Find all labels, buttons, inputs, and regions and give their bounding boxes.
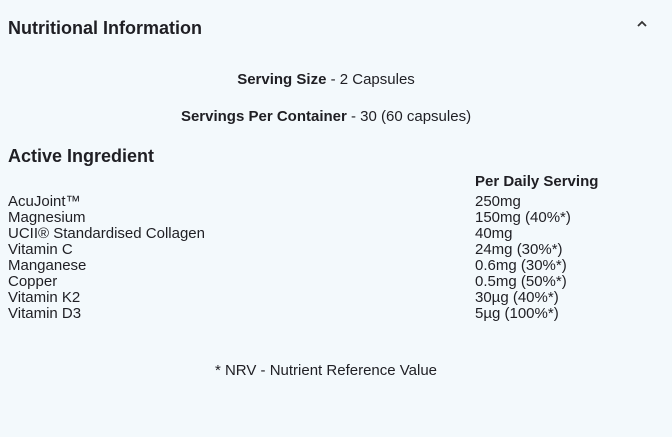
serving-size: Serving Size - 2 Capsules <box>0 71 652 88</box>
ingredient-name: Vitamin C <box>8 241 73 258</box>
ingredient-amount: 24mg (30%*) <box>475 241 563 258</box>
ingredient-amount: 250mg <box>475 193 521 210</box>
servings-per-container: Servings Per Container - 30 (60 capsules… <box>0 108 652 125</box>
ingredient-name: Vitamin D3 <box>8 305 82 322</box>
serving-size-label: Serving Size <box>237 71 327 88</box>
table-row: AcuJoint™ 250mg <box>8 194 571 210</box>
ingredient-name: AcuJoint™ <box>8 193 81 210</box>
ingredient-name: Vitamin K2 <box>8 289 81 306</box>
chevron-up-icon[interactable] <box>636 20 648 28</box>
nrv-footnote: * NRV - Nutrient Reference Value <box>214 362 438 379</box>
ingredient-name: Copper <box>8 273 58 290</box>
table-row: Vitamin C 24mg (30%*) <box>8 242 571 258</box>
servings-per-container-label: Servings Per Container <box>180 108 347 125</box>
ingredient-amount: 0.6mg (30%*) <box>475 257 567 274</box>
ingredient-amount: 0.5mg (50%*) <box>475 273 567 290</box>
table-row: Magnesium 150mg (40%*) <box>8 210 571 226</box>
ingredient-amount: 5µg (100%*) <box>475 305 559 322</box>
serving-size-value: - 2 Capsules <box>330 71 415 88</box>
table-row: Manganese 0.6mg (30%*) <box>8 258 571 274</box>
ingredient-amount: 150mg (40%*) <box>475 209 571 226</box>
table-row: Vitamin D3 5µg (100%*) <box>8 306 571 322</box>
active-ingredient-heading: Active Ingredient <box>8 146 155 166</box>
servings-per-container-value: - 30 (60 capsules) <box>351 108 472 125</box>
ingredient-amount: 40mg <box>475 225 513 242</box>
ingredient-name: Magnesium <box>8 209 86 226</box>
per-daily-serving-header: Per Daily Serving <box>475 173 599 190</box>
table-row: Vitamin K2 30µg (40%*) <box>8 290 571 306</box>
ingredients-table: AcuJoint™ 250mg Magnesium 150mg (40%*) UCII®… <box>8 194 571 322</box>
ingredient-name: UCII® Standardised Collagen <box>8 225 205 242</box>
ingredient-name: Manganese <box>8 257 87 274</box>
table-row: Copper 0.5mg (50%*) <box>8 274 571 290</box>
ingredient-amount: 30µg (40%*) <box>475 289 559 306</box>
table-row: UCII® Standardised Collagen 40mg <box>8 226 571 242</box>
section-title[interactable]: Nutritional Information <box>8 18 202 38</box>
